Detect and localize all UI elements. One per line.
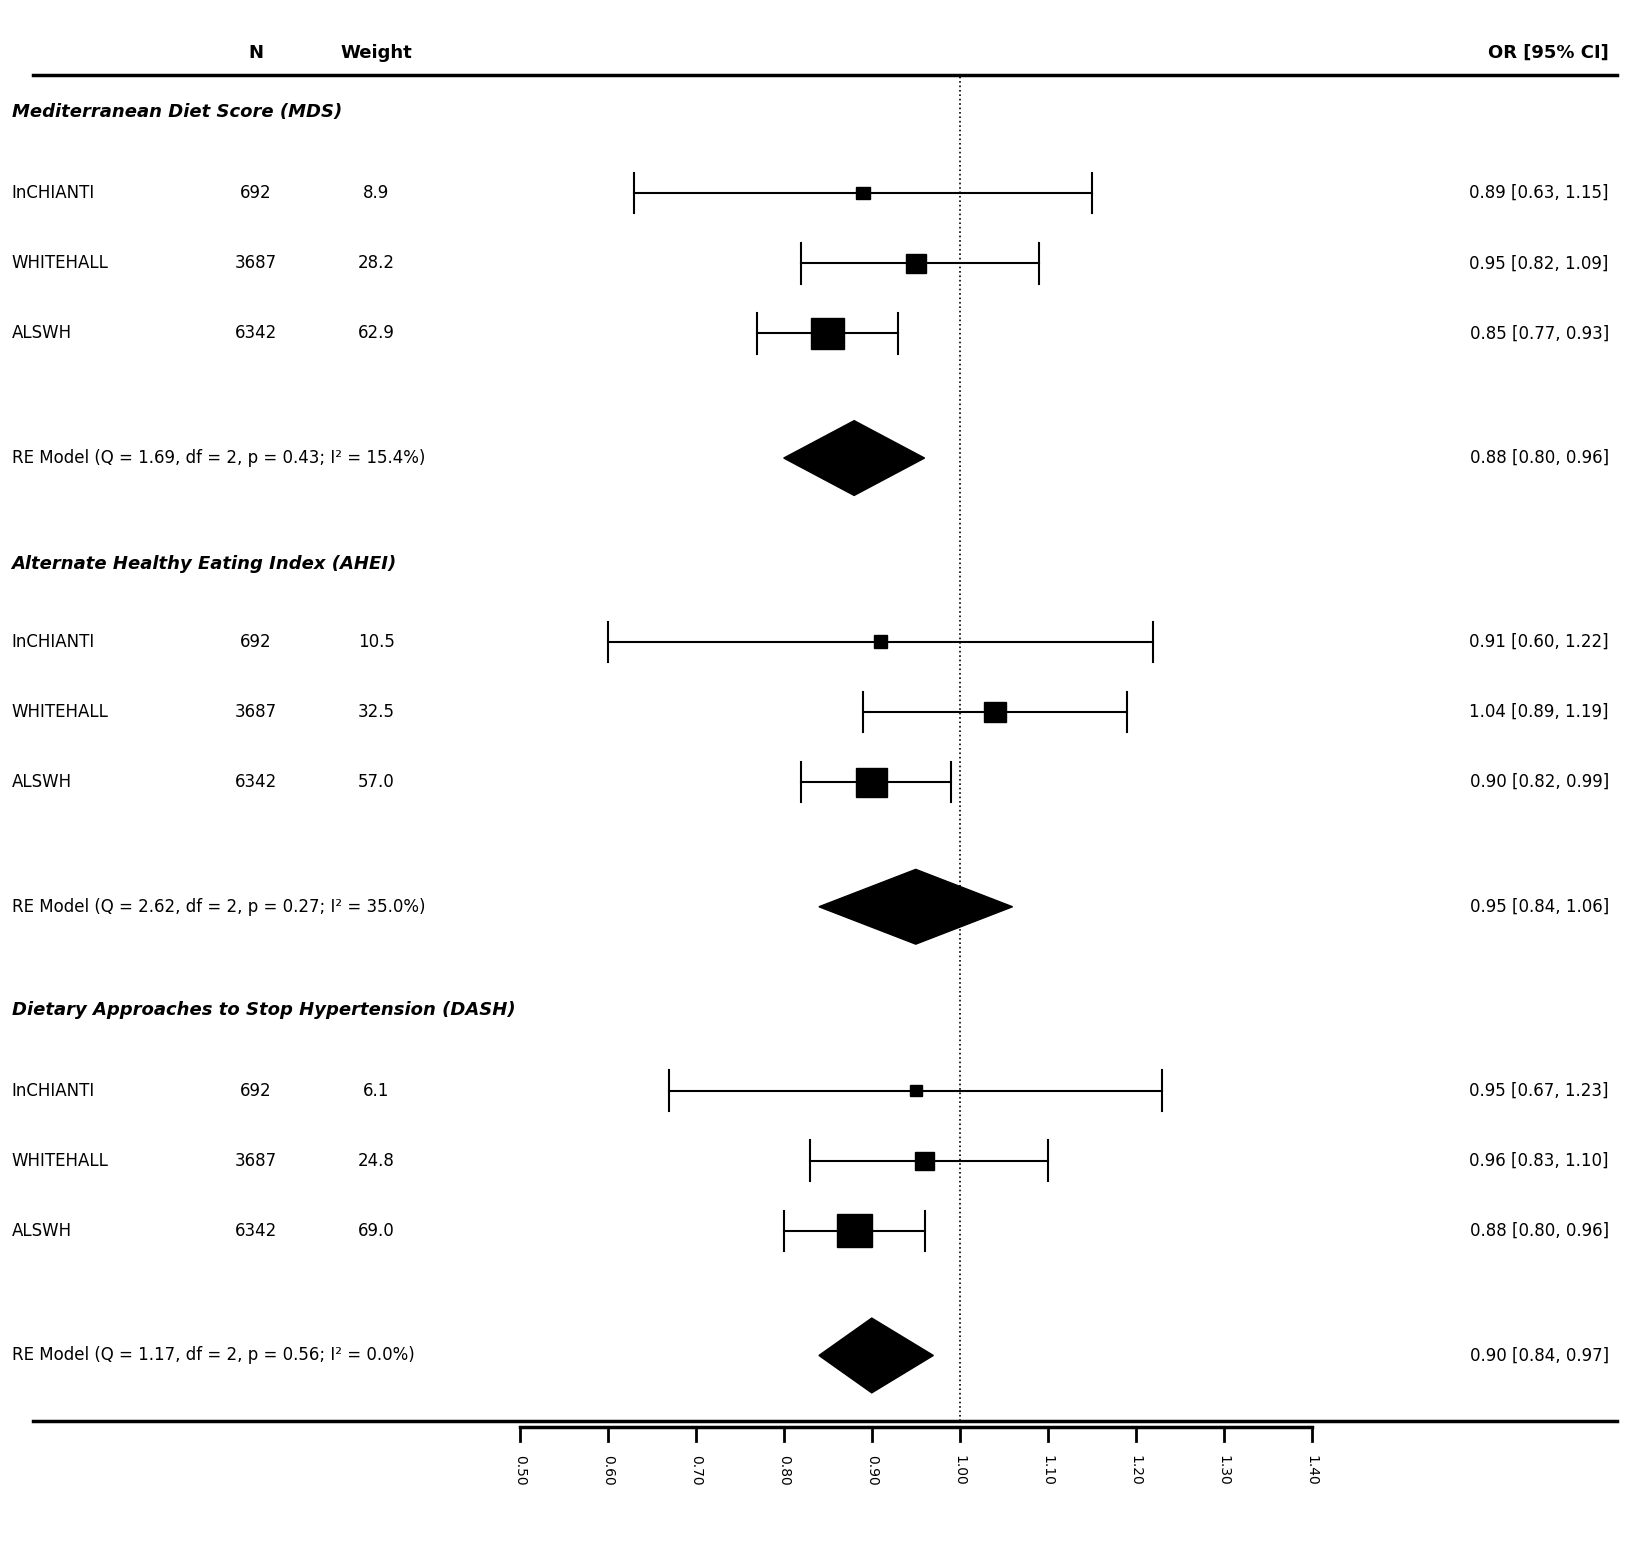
Polygon shape — [818, 1318, 934, 1393]
Text: 57.0: 57.0 — [358, 773, 394, 791]
Text: 1.04 [0.89, 1.19]: 1.04 [0.89, 1.19] — [1468, 703, 1609, 721]
Polygon shape — [818, 869, 1013, 944]
Text: 3687: 3687 — [234, 254, 277, 273]
Text: 0.90 [0.84, 0.97]: 0.90 [0.84, 0.97] — [1470, 1346, 1609, 1365]
Bar — [856, 187, 870, 199]
Text: 0.90 [0.82, 0.99]: 0.90 [0.82, 0.99] — [1470, 773, 1609, 791]
Bar — [837, 1214, 871, 1248]
Text: 0.90: 0.90 — [865, 1455, 879, 1486]
Text: 1.10: 1.10 — [1041, 1455, 1054, 1486]
Bar — [906, 254, 926, 273]
Bar — [812, 318, 845, 349]
Text: 0.88 [0.80, 0.96]: 0.88 [0.80, 0.96] — [1470, 1221, 1609, 1240]
Text: ALSWH: ALSWH — [12, 324, 71, 343]
Text: N: N — [248, 44, 264, 62]
Text: 0.88 [0.80, 0.96]: 0.88 [0.80, 0.96] — [1470, 449, 1609, 467]
Text: 28.2: 28.2 — [358, 254, 394, 273]
Bar — [916, 1151, 934, 1170]
Text: ALSWH: ALSWH — [12, 1221, 71, 1240]
Text: 32.5: 32.5 — [358, 703, 394, 721]
Text: 10.5: 10.5 — [358, 633, 394, 651]
Text: 1.20: 1.20 — [1129, 1455, 1143, 1486]
Text: 1.00: 1.00 — [952, 1455, 967, 1486]
Text: 0.96 [0.83, 1.10]: 0.96 [0.83, 1.10] — [1468, 1151, 1609, 1170]
Text: ALSWH: ALSWH — [12, 773, 71, 791]
Text: WHITEHALL: WHITEHALL — [12, 1151, 109, 1170]
Text: 24.8: 24.8 — [358, 1151, 394, 1170]
Text: 0.60: 0.60 — [601, 1455, 615, 1486]
Text: 692: 692 — [239, 633, 272, 651]
Text: Weight: Weight — [340, 44, 412, 62]
Text: 0.50: 0.50 — [513, 1455, 526, 1486]
Text: 1.30: 1.30 — [1216, 1455, 1231, 1486]
Text: 6.1: 6.1 — [363, 1081, 389, 1100]
Text: 62.9: 62.9 — [358, 324, 394, 343]
Text: 1.40: 1.40 — [1305, 1455, 1318, 1486]
Bar — [983, 701, 1006, 723]
Text: 6342: 6342 — [234, 324, 277, 343]
Text: 3687: 3687 — [234, 703, 277, 721]
Text: 692: 692 — [239, 184, 272, 203]
Text: 0.95 [0.67, 1.23]: 0.95 [0.67, 1.23] — [1468, 1081, 1609, 1100]
Text: 0.89 [0.63, 1.15]: 0.89 [0.63, 1.15] — [1468, 184, 1609, 203]
Text: 6342: 6342 — [234, 1221, 277, 1240]
Text: InCHIANTI: InCHIANTI — [12, 633, 94, 651]
Text: RE Model (Q = 1.69, df = 2, p = 0.43; I² = 15.4%): RE Model (Q = 1.69, df = 2, p = 0.43; I²… — [12, 449, 426, 467]
Text: Mediterranean Diet Score (MDS): Mediterranean Diet Score (MDS) — [12, 103, 342, 122]
Bar — [856, 768, 888, 796]
Text: 692: 692 — [239, 1081, 272, 1100]
Bar — [874, 636, 888, 648]
Text: OR [95% CI]: OR [95% CI] — [1488, 44, 1609, 62]
Text: RE Model (Q = 2.62, df = 2, p = 0.27; I² = 35.0%): RE Model (Q = 2.62, df = 2, p = 0.27; I²… — [12, 897, 426, 916]
Text: 0.95 [0.82, 1.09]: 0.95 [0.82, 1.09] — [1470, 254, 1609, 273]
Text: InCHIANTI: InCHIANTI — [12, 184, 94, 203]
Text: 0.95 [0.84, 1.06]: 0.95 [0.84, 1.06] — [1470, 897, 1609, 916]
Text: 0.70: 0.70 — [688, 1455, 703, 1486]
Text: 8.9: 8.9 — [363, 184, 389, 203]
Text: Alternate Healthy Eating Index (AHEI): Alternate Healthy Eating Index (AHEI) — [12, 555, 396, 573]
Text: 69.0: 69.0 — [358, 1221, 394, 1240]
Text: RE Model (Q = 1.17, df = 2, p = 0.56; I² = 0.0%): RE Model (Q = 1.17, df = 2, p = 0.56; I²… — [12, 1346, 414, 1365]
Text: WHITEHALL: WHITEHALL — [12, 254, 109, 273]
Text: Dietary Approaches to Stop Hypertension (DASH): Dietary Approaches to Stop Hypertension … — [12, 1000, 515, 1019]
Text: InCHIANTI: InCHIANTI — [12, 1081, 94, 1100]
Text: 0.80: 0.80 — [777, 1455, 790, 1486]
Text: 0.91 [0.60, 1.22]: 0.91 [0.60, 1.22] — [1468, 633, 1609, 651]
Text: WHITEHALL: WHITEHALL — [12, 703, 109, 721]
Text: 0.85 [0.77, 0.93]: 0.85 [0.77, 0.93] — [1470, 324, 1609, 343]
Text: 6342: 6342 — [234, 773, 277, 791]
Polygon shape — [784, 421, 924, 495]
Bar — [909, 1084, 922, 1097]
Text: 3687: 3687 — [234, 1151, 277, 1170]
